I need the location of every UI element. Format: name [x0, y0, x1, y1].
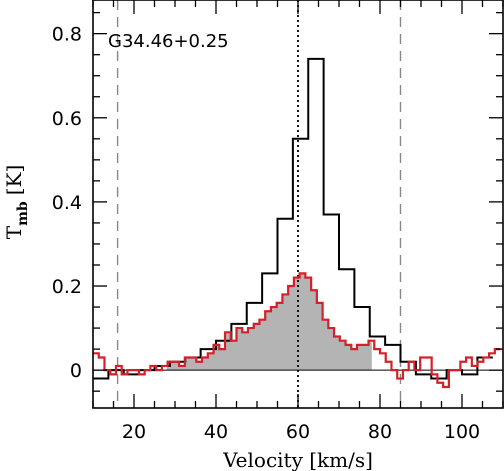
velocity-markers	[116, 0, 402, 408]
y-tick-label: 0	[70, 360, 82, 382]
y-tick-label: 0.4	[52, 192, 82, 214]
x-tick-label: 20	[122, 421, 146, 443]
y-axis-subscript: mb	[15, 201, 31, 226]
axis-ticks	[92, 0, 504, 408]
y-tick-label: 0.2	[52, 276, 82, 298]
x-axis-title: Velocity [km/s]	[222, 448, 373, 471]
integrated-area-fill	[166, 273, 372, 371]
x-tick-label: 60	[286, 421, 310, 443]
x-tick-label: 40	[204, 421, 228, 443]
y-axis-symbol: T	[2, 225, 26, 239]
y-axis-title: Tmb [K]	[2, 165, 31, 240]
spectra-series	[93, 57, 501, 389]
source-name-annotation: G34.46+0.25	[108, 31, 229, 52]
y-tick-label: 0.8	[52, 24, 82, 46]
spectrum-red-line	[93, 272, 501, 389]
y-axis-unit: [K]	[2, 165, 26, 196]
y-tick-label: 0.6	[52, 108, 82, 130]
integrated-area	[166, 273, 372, 371]
tick-labels: 20 40 60 80 100 0 0.2 0.4 0.6 0.8	[52, 24, 480, 443]
x-tick-label: 80	[368, 421, 392, 443]
x-tick-label: 100	[444, 421, 480, 443]
